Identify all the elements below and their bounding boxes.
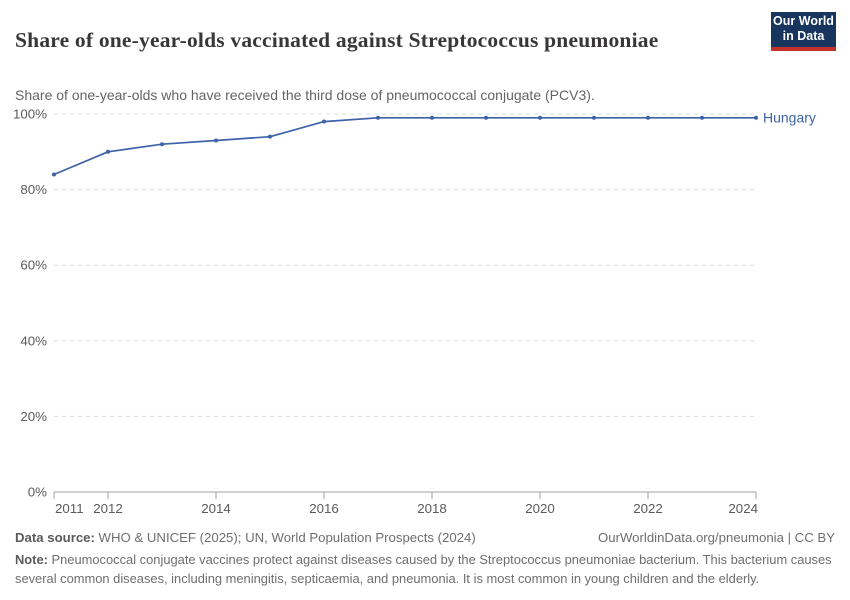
data-point[interactable] (376, 115, 380, 120)
y-axis-label: 40% (20, 333, 47, 348)
x-axis-label: 2011 (55, 501, 84, 516)
chart-footer: Data source: WHO & UNICEF (2025); UN, Wo… (15, 529, 835, 588)
series-line[interactable] (53, 116, 757, 176)
chart-subtitle: Share of one-year-olds who have received… (15, 87, 595, 103)
note-text: Pneumococcal conjugate vaccines protect … (15, 552, 832, 586)
data-source-text: WHO & UNICEF (2025); UN, World Populatio… (94, 530, 476, 545)
x-axis-label: 2024 (728, 501, 758, 516)
data-point[interactable] (592, 115, 596, 120)
y-axis-label: 0% (28, 485, 47, 500)
chart-title: Share of one-year-olds vaccinated agains… (15, 28, 659, 53)
owid-logo-line1: Our World (773, 14, 834, 28)
series-label[interactable]: Hungary (763, 109, 816, 125)
data-point[interactable] (214, 138, 218, 143)
owid-logo[interactable]: Our World in Data (771, 12, 836, 51)
chart-canvas[interactable]: 0% 20% 40% 60% 80% 100% 2011 2012 2014 2016 2018 20… (0, 100, 850, 525)
data-point[interactable] (268, 134, 272, 139)
data-point[interactable] (106, 149, 110, 154)
x-axis-label: 2018 (417, 501, 447, 516)
data-point[interactable] (322, 119, 326, 124)
data-point[interactable] (160, 142, 164, 147)
data-point[interactable] (700, 115, 704, 120)
data-source-label: Data source: (15, 530, 95, 545)
y-axis-label: 100% (13, 107, 47, 122)
x-axis-label: 2020 (525, 501, 555, 516)
footer-source-row: Data source: WHO & UNICEF (2025); UN, Wo… (15, 529, 835, 546)
license-link[interactable]: OurWorldinData.org/pneumonia | CC BY (597, 530, 835, 545)
data-source-line: Data source: WHO & UNICEF (2025); UN, Wo… (15, 529, 476, 546)
note-label: Note: (15, 552, 48, 567)
x-axis-label: 2012 (93, 501, 123, 516)
owid-logo-line2: in Data (782, 29, 825, 43)
x-axis-label: 2016 (309, 501, 339, 516)
data-point[interactable] (430, 115, 434, 120)
data-point[interactable] (484, 115, 488, 120)
data-point[interactable] (52, 172, 56, 177)
footer-note: Note: Pneumococcal conjugate vaccines pr… (15, 551, 835, 588)
data-point[interactable] (754, 115, 758, 120)
data-point[interactable] (538, 115, 542, 120)
y-axis-label: 20% (20, 409, 47, 424)
y-axis-label: 60% (20, 258, 47, 273)
data-point[interactable] (646, 115, 650, 120)
x-axis-label: 2022 (633, 501, 663, 516)
x-axis-label: 2014 (201, 501, 231, 516)
y-axis-label: 80% (20, 182, 47, 197)
